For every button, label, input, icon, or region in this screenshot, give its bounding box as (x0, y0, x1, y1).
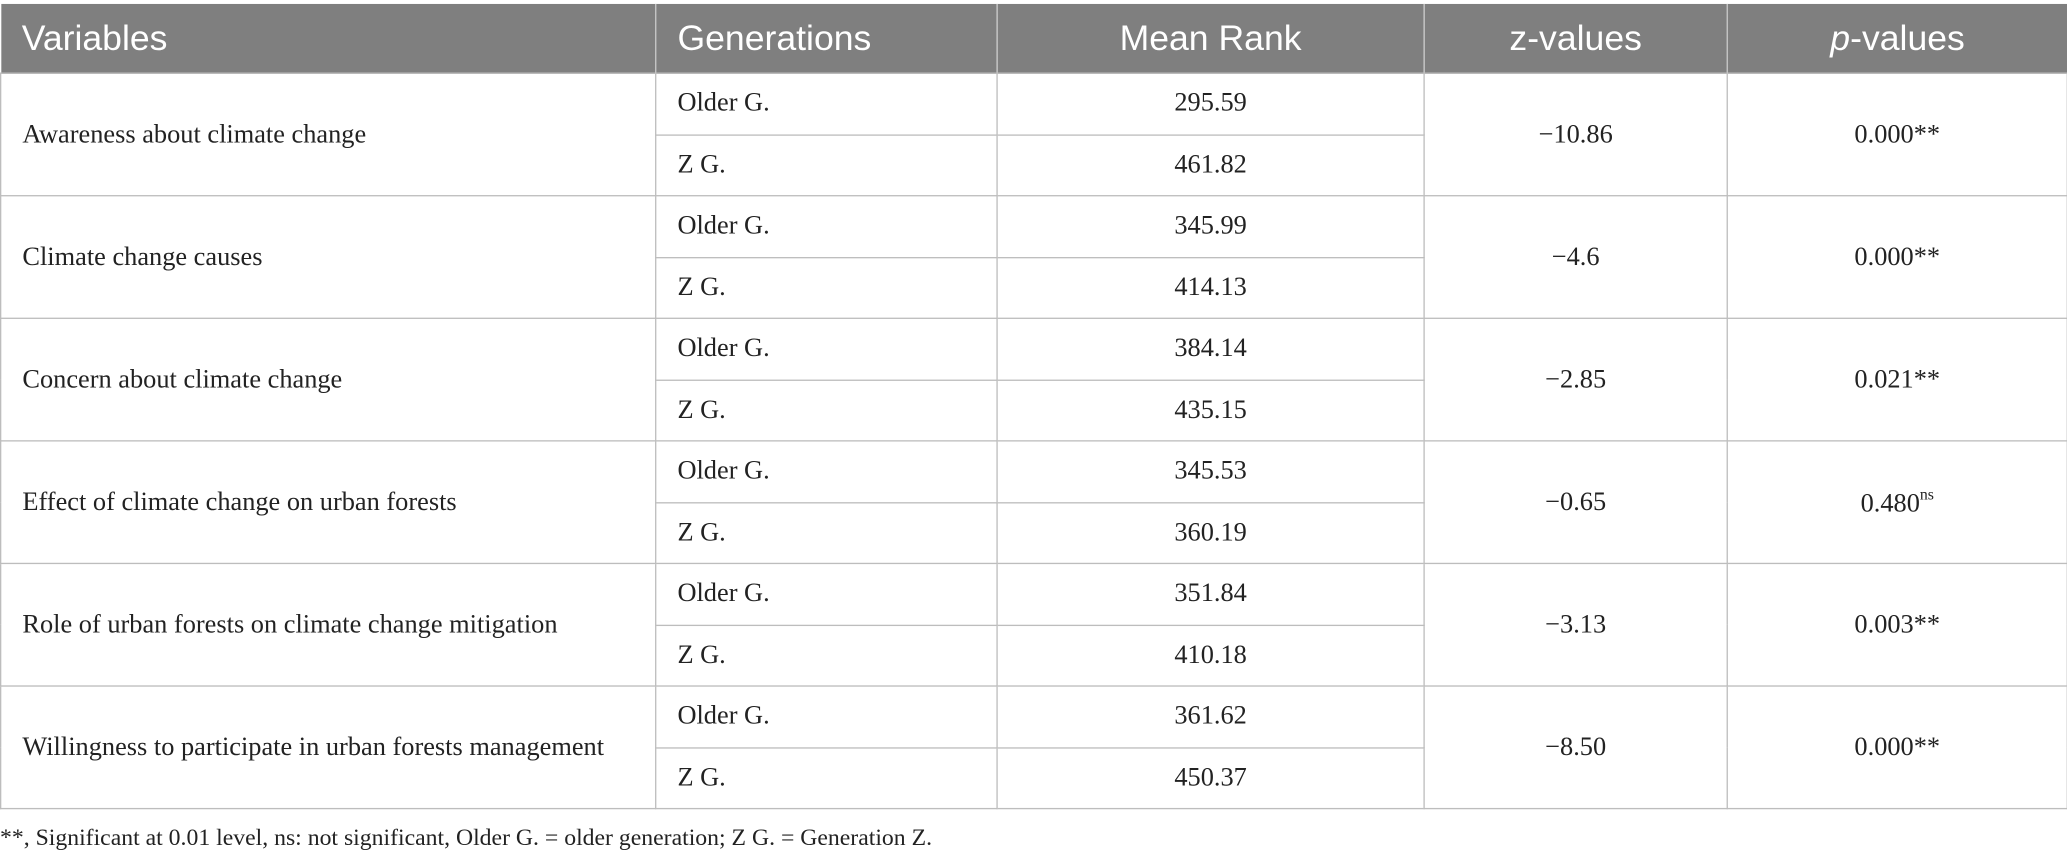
mean-rank-cell: 461.82 (996, 133, 1425, 197)
generation-cell: Older G. (655, 562, 998, 626)
mean-rank-cell: 351.84 (996, 562, 1425, 626)
p-value-cell: 0.000** (1726, 685, 2067, 810)
table-row: Z G. 461.82 (1, 133, 2067, 197)
mean-rank-cell: 384.14 (996, 317, 1425, 381)
z-value-cell: −2.85 (1423, 317, 1728, 442)
mean-rank-cell: 410.18 (996, 624, 1425, 687)
mean-rank-cell: 361.62 (996, 685, 1425, 748)
p-value-cell: 0.021** (1726, 317, 2067, 442)
variable-cell: Concern about climate change (0, 317, 657, 442)
p-value-cell: 0.000** (1726, 195, 2067, 319)
generation-cell: Older G. (655, 72, 998, 136)
generation-cell: Z G. (655, 624, 998, 687)
z-value-cell: −0.65 (1423, 440, 1728, 565)
table-row: Z G. 360.19 (1, 501, 2067, 565)
table-row: Climate change causes Older G. 345.99 −4.6 0… (0, 195, 2067, 319)
mean-rank-cell: 345.53 (996, 440, 1425, 503)
mean-rank-cell: 414.13 (996, 256, 1425, 319)
results-table: Variables Generations Mean Rank z-values… (0, 3, 2067, 810)
p-value-cell: 0.000** (1726, 72, 2067, 197)
variable-cell: Role of urban forests on climate change … (0, 562, 657, 687)
header-z-values: z-values (1423, 3, 1728, 74)
mean-rank-cell: 360.19 (996, 501, 1425, 565)
p-value-text: 0.021** (1854, 364, 1941, 394)
mean-rank-cell: 345.99 (996, 195, 1425, 258)
generation-cell: Z G. (655, 256, 998, 319)
generation-cell: Z G. (655, 378, 998, 442)
z-value-cell: −8.50 (1423, 685, 1728, 810)
generation-cell: Older G. (655, 317, 998, 381)
header-p-suffix: -values (1850, 17, 1965, 58)
mean-rank-cell: 450.37 (996, 746, 1425, 810)
generation-cell: Older G. (655, 440, 998, 503)
generation-cell: Older G. (655, 195, 998, 258)
variable-cell: Awareness about climate change (0, 72, 657, 197)
table-row: Role of urban forests on climate change … (0, 562, 2067, 687)
table-row: Z G. 450.37 (1, 746, 2067, 810)
p-value-cell: 0.480ns (1726, 440, 2067, 565)
table-row: Concern about climate change Older G. 384.… (0, 317, 2067, 442)
p-value-text: 0.480 (1860, 488, 1920, 518)
table-row: Awareness about climate change Older G. 29… (0, 72, 2067, 197)
generation-cell: Z G. (655, 501, 998, 565)
generation-cell: Z G. (655, 133, 998, 197)
header-mean-rank: Mean Rank (996, 3, 1425, 74)
variable-cell: Climate change causes (0, 195, 657, 319)
header-generations: Generations (655, 3, 998, 74)
variable-cell: Effect of climate change on urban forest… (0, 440, 657, 565)
z-value-cell: −10.86 (1423, 72, 1728, 197)
header-p-values: p-values (1726, 3, 2067, 74)
generation-cell: Older G. (655, 685, 998, 748)
table-body: Awareness about climate change Older G. 29… (0, 72, 2067, 810)
p-value-text: 0.000** (1854, 241, 1941, 271)
p-value-superscript: ns (1919, 485, 1934, 504)
z-value-cell: −4.6 (1423, 195, 1728, 319)
p-value-cell: 0.003** (1726, 562, 2067, 687)
table-row: Z G. 414.13 (1, 256, 2067, 319)
header-p-letter: p (1830, 17, 1851, 58)
variable-cell: Willingness to participate in urban fore… (0, 685, 657, 810)
mean-rank-cell: 295.59 (996, 72, 1425, 136)
p-value-text: 0.000** (1854, 119, 1941, 149)
p-value-text: 0.003** (1854, 609, 1941, 639)
table-row: Effect of climate change on urban forest… (0, 440, 2067, 565)
table-footnote: **, Significant at 0.01 level, ns: not s… (0, 823, 933, 851)
generation-cell: Z G. (655, 746, 998, 810)
header-row: Variables Generations Mean Rank z-values… (0, 3, 2067, 74)
table-row: Willingness to participate in urban fore… (0, 685, 2067, 810)
p-value-text: 0.000** (1854, 732, 1941, 762)
mean-rank-cell: 435.15 (996, 378, 1425, 442)
table-row: Z G. 410.18 (1, 624, 2067, 687)
header-variables: Variables (0, 3, 656, 74)
z-value-cell: −3.13 (1423, 562, 1728, 687)
